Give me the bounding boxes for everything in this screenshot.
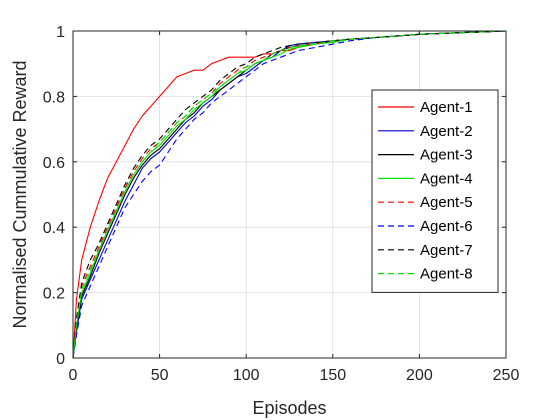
x-axis-label: Episodes [252,398,326,418]
x-tick-label: 250 [493,367,520,384]
legend: Agent-1 Agent-2 Agent-3 Agent-4 Agent-5 Agent… [371,89,499,293]
series-line-agent-2 [72,30,507,359]
x-tick-label: 0 [69,367,78,384]
y-tick-label: 0.2 [43,286,65,303]
tick-labels: 0 50 100 150 200 250 0 0.2 0.4 0.6 0.8 1 [43,24,520,384]
y-axis-label: Normalised Cummulative Reward [10,60,30,328]
y-tick-label: 0 [56,351,65,368]
legend-label: Agent-2 [420,123,473,140]
legend-box [371,89,499,293]
series-layer [72,30,507,359]
series-line-agent-6 [72,30,507,359]
y-tick-label: 0.8 [43,89,65,106]
x-tick-label: 100 [233,367,260,384]
series-line-agent-7 [72,30,507,359]
legend-label: Agent-8 [420,266,473,283]
legend-label: Agent-6 [420,218,473,235]
x-tick-label: 150 [319,367,346,384]
legend-label: Agent-4 [420,170,473,187]
y-tick-label: 1 [56,24,65,41]
axis-ticks [72,30,507,359]
y-tick-label: 0.4 [43,220,65,237]
x-tick-label: 200 [406,367,433,384]
plot-frame [72,30,507,359]
y-tick-label: 0.6 [43,155,65,172]
x-tick-label: 50 [151,367,169,384]
legend-label: Agent-5 [420,194,473,211]
legend-label: Agent-1 [420,99,473,116]
series-line-agent-8 [72,30,507,359]
legend-label: Agent-7 [420,242,473,259]
legend-label: Agent-3 [420,147,473,164]
